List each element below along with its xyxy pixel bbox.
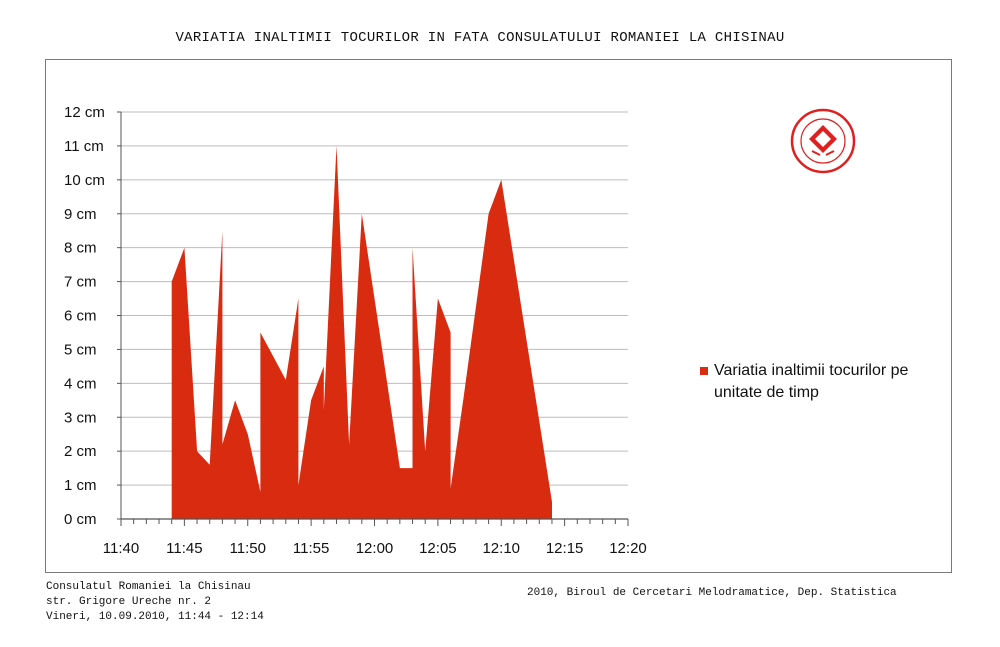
x-tick-label: 12:10 bbox=[482, 540, 520, 557]
x-tick-label: 12:15 bbox=[546, 540, 584, 557]
y-tick-label: 3 cm bbox=[64, 409, 97, 426]
x-tick-label: 12:05 bbox=[419, 540, 457, 557]
y-tick-label: 4 cm bbox=[64, 375, 97, 392]
x-tick-label: 11:55 bbox=[293, 540, 329, 557]
x-tick-label: 12:00 bbox=[356, 540, 394, 557]
bureau-seal-icon bbox=[790, 96, 856, 186]
y-tick-label: 10 cm bbox=[64, 172, 105, 189]
area-series bbox=[171, 145, 552, 519]
chart-title: VARIATIA INALTIMII TOCURILOR IN FATA CON… bbox=[175, 30, 785, 46]
legend-swatch bbox=[700, 367, 708, 375]
chart-frame bbox=[45, 59, 952, 573]
y-tick-label: 1 cm bbox=[64, 477, 97, 494]
y-tick-label: 2 cm bbox=[64, 443, 97, 460]
legend-label: Variatia inaltimii tocurilor pe unitate … bbox=[714, 362, 909, 401]
footer-line-street: str. Grigore Ureche nr. 2 bbox=[46, 596, 212, 608]
x-tick-label: 12:20 bbox=[609, 540, 647, 557]
x-tick-label: 11:50 bbox=[230, 540, 266, 557]
footer-address: Consulatul Romaniei la Chisinau str. Gri… bbox=[46, 580, 264, 625]
x-tick-label: 11:45 bbox=[166, 540, 202, 557]
y-tick-label: 11 cm bbox=[64, 138, 104, 155]
y-tick-label: 7 cm bbox=[64, 274, 97, 291]
y-tick-label: 9 cm bbox=[64, 206, 97, 223]
footer-line-date: Vineri, 10.09.2010, 11:44 - 12:14 bbox=[46, 611, 264, 623]
footer-credit: 2010, Biroul de Cercetari Melodramatice,… bbox=[527, 587, 897, 599]
x-tick-label: 11:40 bbox=[103, 540, 139, 557]
y-tick-label: 5 cm bbox=[64, 341, 97, 358]
y-tick-label: 8 cm bbox=[64, 240, 97, 257]
y-tick-label: 6 cm bbox=[64, 308, 97, 325]
chart-legend: Variatia inaltimii tocurilor pe unitate … bbox=[700, 360, 940, 404]
footer-line-consulate: Consulatul Romaniei la Chisinau bbox=[46, 581, 251, 593]
y-tick-label: 0 cm bbox=[64, 511, 97, 528]
y-tick-label: 12 cm bbox=[64, 104, 105, 121]
